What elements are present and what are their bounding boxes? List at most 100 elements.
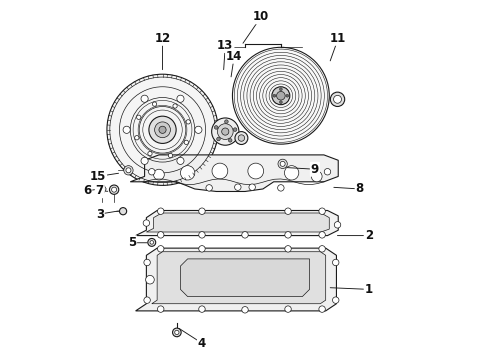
Polygon shape xyxy=(97,185,106,193)
Circle shape xyxy=(217,137,221,141)
Circle shape xyxy=(333,259,339,266)
Text: 13: 13 xyxy=(217,39,233,52)
Circle shape xyxy=(319,246,325,252)
Text: 2: 2 xyxy=(365,229,373,242)
Circle shape xyxy=(238,135,245,141)
Circle shape xyxy=(285,166,299,180)
Circle shape xyxy=(157,208,164,215)
Circle shape xyxy=(120,208,126,215)
Circle shape xyxy=(319,306,325,312)
Polygon shape xyxy=(130,155,338,192)
Text: 14: 14 xyxy=(226,50,243,63)
Circle shape xyxy=(276,91,285,100)
Circle shape xyxy=(249,184,255,190)
Polygon shape xyxy=(152,252,326,304)
Circle shape xyxy=(157,231,164,238)
Polygon shape xyxy=(136,248,337,311)
Circle shape xyxy=(224,120,228,123)
Circle shape xyxy=(221,128,229,135)
Circle shape xyxy=(177,157,184,165)
Circle shape xyxy=(199,231,205,238)
Circle shape xyxy=(195,126,202,134)
Circle shape xyxy=(199,208,205,215)
Circle shape xyxy=(159,126,166,134)
Circle shape xyxy=(144,297,150,303)
Text: 4: 4 xyxy=(198,337,206,350)
Text: 5: 5 xyxy=(128,236,136,249)
Circle shape xyxy=(228,139,232,142)
Text: 12: 12 xyxy=(154,32,171,45)
Circle shape xyxy=(334,222,341,228)
Circle shape xyxy=(278,185,284,191)
Circle shape xyxy=(272,87,290,105)
Circle shape xyxy=(333,297,339,303)
Circle shape xyxy=(235,132,248,144)
Circle shape xyxy=(144,259,150,266)
Circle shape xyxy=(173,104,177,108)
Circle shape xyxy=(112,187,117,192)
Circle shape xyxy=(148,238,156,246)
Polygon shape xyxy=(147,213,329,232)
Circle shape xyxy=(143,220,149,226)
Circle shape xyxy=(212,163,228,179)
Circle shape xyxy=(233,128,237,131)
Circle shape xyxy=(273,94,276,97)
Circle shape xyxy=(177,95,184,102)
Circle shape xyxy=(199,306,205,312)
Circle shape xyxy=(123,126,130,134)
Circle shape xyxy=(148,152,152,156)
Circle shape xyxy=(279,101,282,104)
Circle shape xyxy=(153,169,164,180)
Circle shape xyxy=(330,92,344,107)
Circle shape xyxy=(152,102,157,106)
Circle shape xyxy=(285,208,291,215)
Circle shape xyxy=(324,168,331,175)
Circle shape xyxy=(180,166,195,180)
Circle shape xyxy=(214,126,218,129)
Text: 1: 1 xyxy=(365,283,373,296)
Circle shape xyxy=(135,136,139,140)
Circle shape xyxy=(175,330,179,334)
Circle shape xyxy=(184,140,189,144)
Circle shape xyxy=(218,124,233,139)
Text: 10: 10 xyxy=(253,10,270,23)
Circle shape xyxy=(199,246,205,252)
Text: 6: 6 xyxy=(83,184,91,197)
Circle shape xyxy=(280,161,285,166)
Circle shape xyxy=(206,185,212,191)
Circle shape xyxy=(311,171,322,182)
Circle shape xyxy=(286,94,289,97)
Circle shape xyxy=(107,74,218,185)
Circle shape xyxy=(242,231,248,238)
Circle shape xyxy=(285,306,291,312)
Circle shape xyxy=(149,116,176,143)
Polygon shape xyxy=(180,259,310,297)
Circle shape xyxy=(157,246,164,252)
Text: 9: 9 xyxy=(311,163,319,176)
Circle shape xyxy=(232,47,329,144)
Circle shape xyxy=(285,231,291,238)
Text: 8: 8 xyxy=(356,183,364,195)
Circle shape xyxy=(186,120,191,124)
Circle shape xyxy=(141,157,148,165)
Circle shape xyxy=(141,95,148,102)
Circle shape xyxy=(157,306,164,312)
Circle shape xyxy=(126,168,131,173)
Text: 7: 7 xyxy=(96,184,104,197)
Circle shape xyxy=(319,208,325,215)
Circle shape xyxy=(148,168,155,175)
Text: 3: 3 xyxy=(96,208,104,221)
Circle shape xyxy=(169,153,172,158)
Circle shape xyxy=(124,166,133,175)
Circle shape xyxy=(242,307,248,313)
Circle shape xyxy=(109,185,119,194)
Circle shape xyxy=(319,231,325,238)
Circle shape xyxy=(212,118,239,145)
Circle shape xyxy=(137,115,141,120)
Polygon shape xyxy=(136,211,338,235)
Circle shape xyxy=(334,95,342,103)
Circle shape xyxy=(285,246,291,252)
Text: 15: 15 xyxy=(90,170,106,183)
Circle shape xyxy=(146,275,154,284)
Text: 11: 11 xyxy=(330,32,346,45)
